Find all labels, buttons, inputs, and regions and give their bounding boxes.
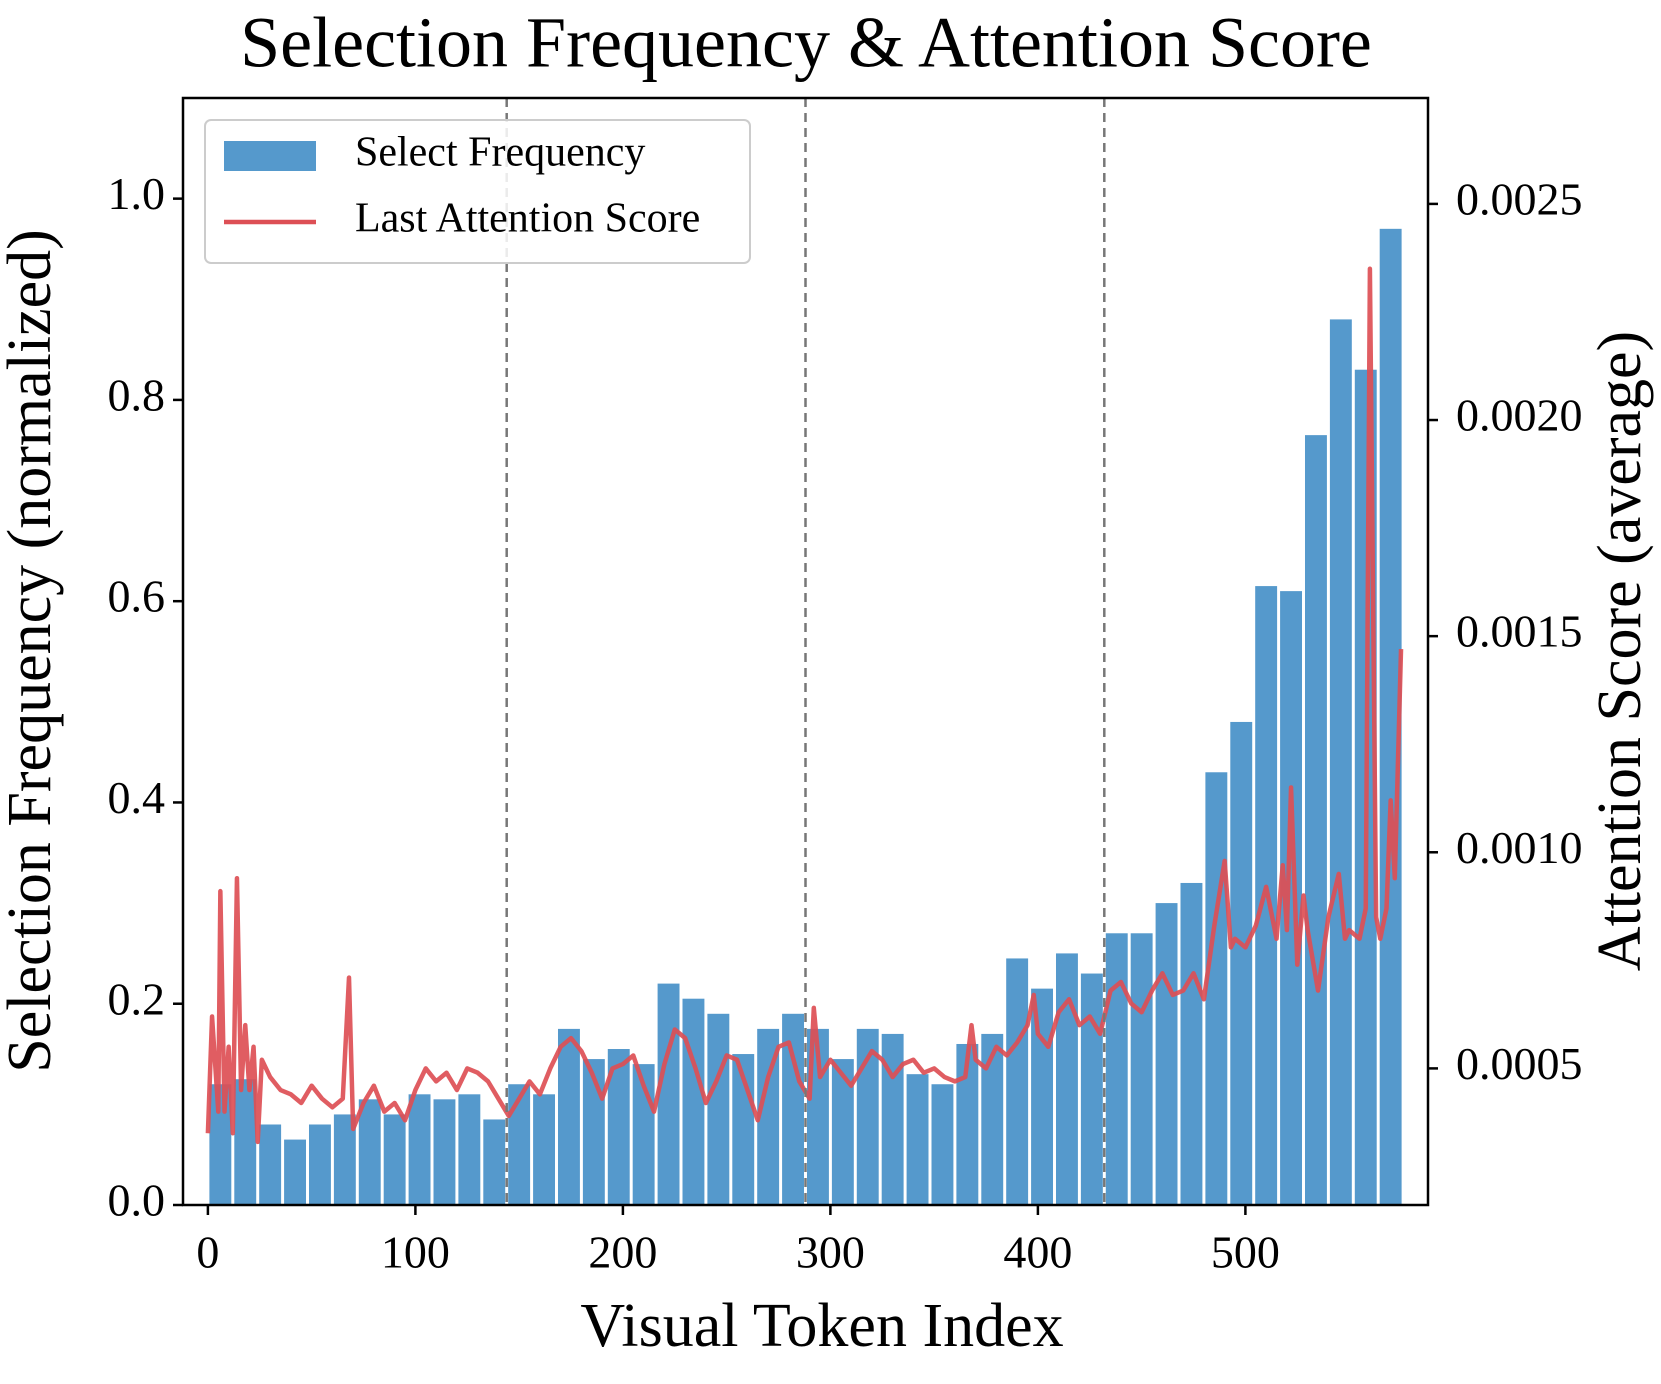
bar [333,1114,356,1205]
legend-label: Last Attention Score [355,196,700,242]
bar [1080,973,1103,1205]
legend-swatch [224,141,316,171]
x-tick-label: 200 [588,1227,657,1278]
bar [533,1094,556,1205]
bar [1055,953,1078,1205]
bar [1280,591,1303,1205]
bar [433,1099,456,1205]
bar [881,1033,904,1205]
bar [1304,435,1327,1205]
y2-tick-label: 0.0025 [1456,173,1583,224]
bar [259,1124,282,1205]
bar [284,1139,307,1205]
bar [1155,903,1178,1205]
y2-tick-label: 0.0015 [1456,606,1583,657]
bar [209,1084,232,1205]
bar [981,1033,1004,1205]
bar [557,1028,580,1205]
y2-tick-label: 0.0005 [1456,1038,1583,1089]
bar [931,1084,954,1205]
x-tick-label: 100 [381,1227,450,1278]
x-tick-label: 0 [196,1227,219,1278]
bar [483,1119,506,1205]
x-tick-label: 400 [1003,1227,1072,1278]
bar [782,1013,805,1205]
x-axis-label: Visual Token Index [580,1292,1063,1360]
bar [1379,228,1402,1205]
bar [1130,933,1153,1205]
y-tick-label: 1.0 [108,168,166,219]
y2-axis-label: Attention Score (average) [1586,331,1654,971]
bar [408,1094,431,1205]
bar [458,1094,481,1205]
bar [682,998,705,1205]
y2-tick-label: 0.0020 [1456,390,1583,441]
bar [856,1028,879,1205]
y-tick-label: 0.4 [108,772,166,823]
legend: Select Frequency Last Attention Score [204,119,751,264]
chart-title: Selection Frequency & Attention Score [240,3,1372,83]
bar [1180,882,1203,1205]
bar [1205,772,1228,1205]
line [205,266,1404,1145]
y-tick-label: 0.8 [108,369,166,420]
y2-tick-label: 0.0010 [1456,822,1583,873]
bar [707,1013,730,1205]
legend-label: Select Frequency [355,130,645,176]
bar [1329,319,1352,1205]
y-tick-label: 0.6 [108,571,166,622]
bar [234,1079,257,1205]
y-axis-label: Selection Frequency (normalized) [0,229,64,1073]
y-tick-label: 0.2 [108,973,166,1024]
bar [831,1059,854,1205]
plot-frame [181,96,1430,1207]
bar [383,1114,406,1205]
x-tick-label: 300 [796,1227,865,1278]
bar [358,1099,381,1205]
bar [1230,721,1253,1205]
bar [607,1049,630,1205]
x-tick-label: 500 [1211,1227,1280,1278]
y-tick-label: 0.0 [108,1175,166,1226]
bar [508,1084,531,1205]
bar [1006,958,1029,1205]
legend-box [204,119,751,264]
bar [308,1124,331,1205]
bar [657,983,680,1205]
bar [757,1028,780,1205]
bar [906,1074,929,1205]
bar [956,1043,979,1205]
bar [1105,933,1128,1205]
